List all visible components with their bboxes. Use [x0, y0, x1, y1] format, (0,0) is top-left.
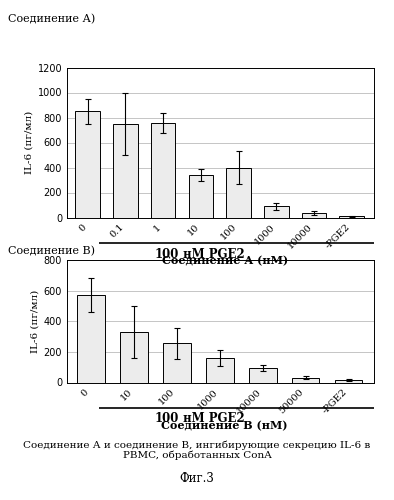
Text: PBMC, обработанных ConA: PBMC, обработанных ConA	[123, 450, 271, 460]
Bar	[77, 295, 104, 382]
Text: Фиг.3: Фиг.3	[180, 472, 214, 486]
Text: нМ PGE2: нМ PGE2	[179, 412, 245, 426]
Bar	[339, 216, 364, 218]
Bar	[113, 124, 138, 218]
Bar	[335, 380, 362, 382]
Bar	[163, 344, 191, 382]
Text: Соединение А (нМ): Соединение А (нМ)	[162, 255, 288, 266]
Text: Соединение А и соединение В, ингибирующие секрецию IL-6 в: Соединение А и соединение В, ингибирующи…	[23, 441, 371, 450]
Bar	[189, 175, 213, 218]
Bar	[206, 358, 234, 382]
Bar	[120, 332, 148, 382]
Y-axis label: IL-6 (пг/мл): IL-6 (пг/мл)	[24, 111, 33, 174]
Text: 100: 100	[155, 248, 179, 260]
Bar	[302, 213, 326, 218]
Text: 100: 100	[155, 412, 179, 426]
Bar	[264, 206, 288, 218]
Bar	[226, 168, 251, 218]
Bar	[292, 378, 320, 382]
Bar	[76, 112, 100, 218]
Y-axis label: IL-6 (пг/мл): IL-6 (пг/мл)	[30, 290, 39, 353]
Bar	[249, 368, 277, 382]
Text: Соединение В): Соединение В)	[8, 246, 95, 256]
Bar	[151, 122, 175, 218]
Text: Соединение А): Соединение А)	[8, 14, 95, 24]
Text: нМ PGE2: нМ PGE2	[179, 248, 245, 260]
Text: Соединение В (нМ): Соединение В (нМ)	[161, 420, 288, 431]
